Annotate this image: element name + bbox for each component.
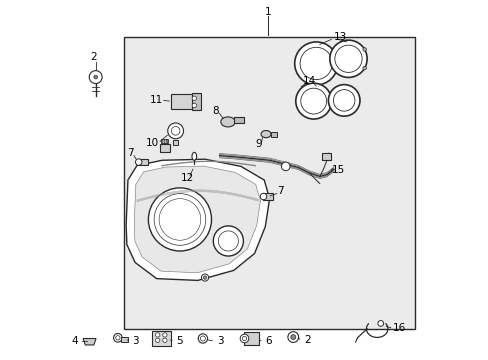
Bar xyxy=(322,153,331,160)
Circle shape xyxy=(240,334,248,343)
Text: 9: 9 xyxy=(255,139,262,149)
Bar xyxy=(124,37,414,329)
Circle shape xyxy=(334,45,362,72)
Circle shape xyxy=(135,159,142,165)
Circle shape xyxy=(148,188,211,251)
Text: 2: 2 xyxy=(304,335,310,345)
Bar xyxy=(139,159,147,165)
Text: 10: 10 xyxy=(145,139,159,148)
Text: 4: 4 xyxy=(72,336,79,346)
Circle shape xyxy=(167,123,183,139)
Bar xyxy=(233,117,244,123)
Bar xyxy=(152,331,170,346)
Ellipse shape xyxy=(261,131,270,138)
Circle shape xyxy=(260,193,266,200)
Circle shape xyxy=(333,90,354,111)
Circle shape xyxy=(154,194,205,245)
Bar xyxy=(270,132,277,136)
Text: 3: 3 xyxy=(132,336,138,346)
Circle shape xyxy=(300,88,326,114)
Bar xyxy=(244,332,259,345)
Circle shape xyxy=(281,162,289,171)
Text: 8: 8 xyxy=(212,106,219,116)
Circle shape xyxy=(198,334,207,343)
Bar xyxy=(191,93,200,111)
Circle shape xyxy=(201,274,208,281)
Circle shape xyxy=(200,336,205,341)
Text: 7: 7 xyxy=(127,148,134,158)
Bar xyxy=(121,337,128,342)
Circle shape xyxy=(192,103,196,108)
Circle shape xyxy=(155,338,160,342)
Circle shape xyxy=(203,276,206,279)
Circle shape xyxy=(362,66,366,70)
Circle shape xyxy=(329,40,366,77)
Text: 11: 11 xyxy=(150,95,163,105)
Circle shape xyxy=(163,338,167,342)
Text: 12: 12 xyxy=(181,173,194,183)
Text: 16: 16 xyxy=(392,323,405,333)
Bar xyxy=(262,193,272,200)
Circle shape xyxy=(242,336,246,341)
Text: 1: 1 xyxy=(264,7,270,17)
Ellipse shape xyxy=(221,117,235,127)
Circle shape xyxy=(113,333,122,342)
Text: 6: 6 xyxy=(265,336,272,346)
Bar xyxy=(159,144,170,152)
Polygon shape xyxy=(83,338,96,345)
Circle shape xyxy=(192,96,196,100)
Text: 3: 3 xyxy=(216,336,223,346)
Text: 2: 2 xyxy=(90,51,97,62)
Circle shape xyxy=(218,231,238,251)
Polygon shape xyxy=(126,159,269,280)
Circle shape xyxy=(155,333,160,337)
Circle shape xyxy=(213,226,243,256)
Circle shape xyxy=(94,75,97,79)
Circle shape xyxy=(89,71,102,84)
Text: 13: 13 xyxy=(333,32,346,42)
Text: 14: 14 xyxy=(302,76,315,86)
Ellipse shape xyxy=(192,152,196,160)
Circle shape xyxy=(159,199,201,240)
Bar xyxy=(173,140,178,145)
Text: 7: 7 xyxy=(277,186,283,197)
Bar xyxy=(171,94,196,109)
Circle shape xyxy=(362,48,366,51)
Bar xyxy=(161,139,168,143)
Circle shape xyxy=(300,47,332,80)
Circle shape xyxy=(163,333,167,337)
Circle shape xyxy=(377,320,383,326)
Circle shape xyxy=(294,42,337,85)
Circle shape xyxy=(290,334,295,339)
Circle shape xyxy=(116,336,120,340)
Circle shape xyxy=(287,332,298,342)
Circle shape xyxy=(295,83,331,119)
Circle shape xyxy=(171,127,180,135)
Circle shape xyxy=(328,85,359,116)
Polygon shape xyxy=(134,166,260,273)
Text: 5: 5 xyxy=(176,336,183,346)
Text: 15: 15 xyxy=(331,165,345,175)
